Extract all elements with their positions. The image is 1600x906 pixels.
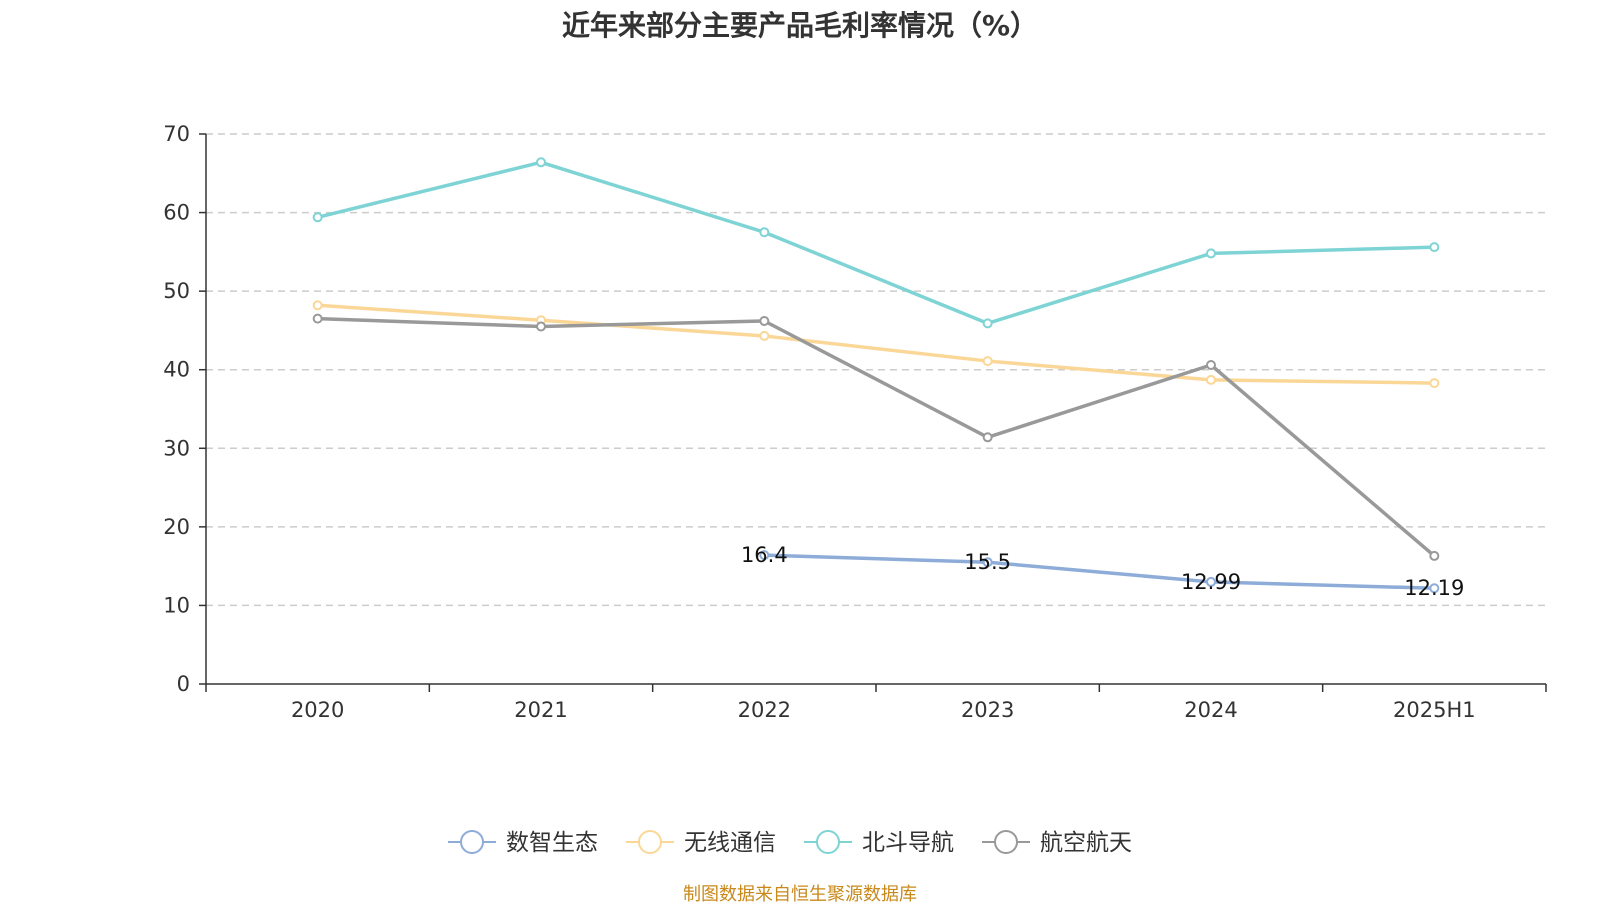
- data-point: [312, 300, 323, 311]
- y-tick-label: 40: [163, 358, 190, 382]
- legend-item[interactable]: 北斗导航: [804, 830, 954, 856]
- grid-lines: [206, 133, 1546, 607]
- series-line: [764, 553, 1435, 590]
- data-point: [312, 212, 323, 223]
- data-point: [1429, 378, 1440, 389]
- source-note: 制图数据来自恒生聚源数据库: [683, 884, 917, 905]
- data-point: [1206, 576, 1216, 587]
- data-point: [1206, 248, 1216, 259]
- legend-item[interactable]: 数智生态: [448, 830, 598, 856]
- data-point: [982, 356, 993, 367]
- legend-label: 航空航天: [1040, 830, 1132, 856]
- y-tick-label: 60: [163, 201, 190, 225]
- y-tick-label: 70: [163, 122, 190, 146]
- data-label: 16.4: [741, 543, 788, 567]
- data-point: [759, 330, 770, 341]
- data-point: [1206, 374, 1216, 385]
- x-tick-label: 2023: [961, 698, 1014, 722]
- data-point: [1429, 583, 1440, 594]
- x-tick-label: 2020: [291, 698, 344, 722]
- y-tick-label: 50: [163, 279, 190, 303]
- series-line: [317, 160, 1435, 326]
- data-point: [1206, 360, 1216, 370]
- data-point: [759, 227, 770, 238]
- data-label: 15.5: [964, 550, 1011, 574]
- legend-marker-icon: [460, 830, 484, 854]
- data-point: [759, 316, 770, 326]
- legend-marker-icon: [638, 830, 662, 854]
- data-point: [982, 432, 993, 443]
- legend-label: 无线通信: [684, 830, 776, 856]
- y-tick-label: 20: [163, 515, 190, 539]
- y-tick-label: 30: [163, 436, 190, 460]
- y-tick-label: 0: [177, 672, 190, 696]
- legend-marker-icon: [994, 830, 1018, 854]
- data-point: [982, 318, 993, 329]
- data-point: [1429, 550, 1440, 561]
- legend-marker-icon: [816, 830, 840, 854]
- data-labels: 16.4 15.5 12.99 12.19: [741, 543, 1464, 600]
- series-lines: [312, 157, 1440, 594]
- x-tick-label: 2025H1: [1393, 698, 1476, 722]
- data-point: [536, 157, 546, 168]
- data-label: 12.99: [1181, 570, 1241, 594]
- legend-label: 数智生态: [506, 830, 598, 856]
- legend[interactable]: 数智生态 无线通信 北斗导航 航空航天: [448, 830, 1132, 856]
- data-point: [759, 550, 770, 561]
- data-point: [312, 313, 323, 324]
- chart-title: 近年来部分主要产品毛利率情况（%）: [561, 9, 1039, 42]
- data-point: [1429, 242, 1440, 253]
- x-tick-label: 2021: [514, 698, 567, 722]
- data-point: [982, 557, 993, 568]
- y-tick-label: 10: [163, 593, 190, 617]
- data-label: 12.19: [1404, 576, 1464, 600]
- series-line: [317, 303, 1435, 385]
- series-line: [317, 316, 1436, 558]
- legend-label: 北斗导航: [862, 830, 954, 856]
- legend-item[interactable]: 航空航天: [982, 830, 1132, 856]
- legend-item[interactable]: 无线通信: [626, 830, 776, 856]
- data-point: [536, 321, 546, 332]
- x-tick-label: 2022: [738, 698, 791, 722]
- axes: 0 10 20 30 40 50 60 70 2020 2021 2022 2023 2024 2025H…: [163, 122, 1547, 722]
- x-tick-label: 2024: [1184, 698, 1237, 722]
